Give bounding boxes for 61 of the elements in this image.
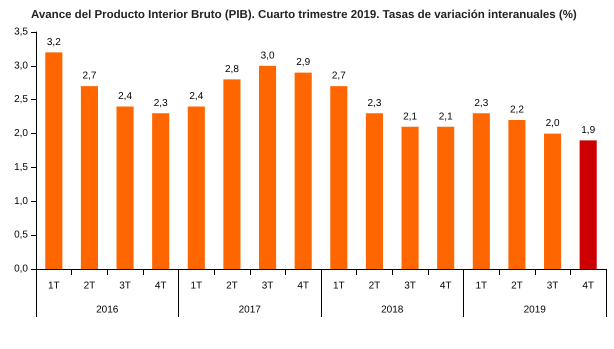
- chart-title: Avance del Producto Interior Bruto (PIB). Cuarto trimestre 2019. Tasas de variación interanuales (%): [31, 9, 577, 21]
- bar: [366, 113, 383, 269]
- x-tick-label: 1T: [190, 280, 202, 292]
- x-tick-label: 4T: [440, 280, 452, 292]
- text: 2018: [381, 304, 404, 316]
- data-label: 2,7: [82, 70, 97, 82]
- data-label: 2,4: [118, 90, 132, 102]
- x-tick-label: 4T: [154, 280, 167, 292]
- x-tick-label: 2T: [226, 280, 238, 292]
- bar: [116, 106, 134, 269]
- bar: [437, 126, 454, 269]
- bar: [80, 86, 98, 269]
- bar: [188, 106, 205, 269]
- text: 2016: [96, 304, 119, 316]
- data-label: 2,8: [224, 64, 240, 75]
- data-label: 2,7: [332, 70, 346, 82]
- y-tick-label: 3,0: [14, 60, 28, 72]
- x-tick-label: 3T: [119, 280, 131, 292]
- x-tick-label: 4T: [582, 280, 594, 292]
- bar: [508, 120, 526, 269]
- x-tick-label: 2T: [511, 280, 523, 292]
- y-tick-label: 1,5: [14, 162, 28, 173]
- x-tick-label: 1T: [332, 280, 345, 292]
- data-label: 2,3: [154, 98, 168, 109]
- bar: [544, 134, 562, 269]
- x-tick-label: 3T: [262, 280, 274, 292]
- data-label: 1,9: [581, 124, 596, 136]
- data-label: 2,1: [403, 111, 418, 122]
- bar: [402, 126, 419, 269]
- x-tick-label: 1T: [48, 280, 60, 292]
- text: 2019: [524, 304, 546, 316]
- x-tick-label: 3T: [546, 280, 558, 292]
- y-tick-label: 0,0: [14, 264, 28, 274]
- data-label: 2,9: [296, 57, 311, 68]
- x-tick-label: 3T: [404, 280, 416, 292]
- y-tick-label: 0,5: [14, 230, 28, 241]
- text: 2017: [238, 304, 262, 316]
- y-tick-label: 2,5: [14, 94, 28, 106]
- x-tick-label: 4T: [297, 280, 310, 292]
- bar: [330, 86, 348, 269]
- data-label: 2,0: [546, 118, 560, 130]
- x-tick-label: 1T: [475, 280, 488, 292]
- data-label: 2,1: [438, 111, 454, 122]
- x-tick-label: 2T: [84, 280, 96, 292]
- bar: [223, 79, 240, 269]
- data-label: 2,4: [189, 90, 204, 102]
- bar: [580, 140, 597, 269]
- data-label: 3,0: [260, 50, 275, 62]
- data-label: 3,2: [46, 36, 62, 48]
- data-label: 2,3: [367, 98, 382, 109]
- bar: [45, 52, 62, 269]
- y-tick-label: 1,0: [14, 196, 28, 207]
- bar: [152, 113, 170, 269]
- data-label: 2,2: [510, 104, 524, 116]
- bar: [294, 72, 312, 269]
- y-tick-label: 2,0: [14, 128, 28, 140]
- bar: [472, 113, 490, 269]
- x-tick-label: 2T: [368, 280, 380, 292]
- y-tick-label: 3,5: [14, 26, 28, 38]
- bar: [259, 66, 276, 269]
- data-label: 2,3: [474, 98, 489, 109]
